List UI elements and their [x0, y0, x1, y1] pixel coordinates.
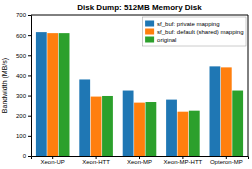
tick-label: Xeon-MP	[127, 159, 152, 165]
bar	[232, 91, 243, 156]
bar	[123, 91, 134, 156]
plot: 0100200300400500600700Xeon-UPXeon-HTTXeo…	[16, 12, 249, 165]
legend-swatch	[145, 29, 154, 35]
legend-item: sf_buf: default (shared) mapping	[145, 29, 243, 35]
bar	[189, 111, 200, 156]
legend-item: original	[145, 37, 176, 43]
frame-line	[248, 15, 249, 156]
tick-mark	[28, 35, 31, 36]
chart: 0100200300400500600700Xeon-UPXeon-HTTXeo…	[0, 0, 252, 169]
tick: 200	[16, 113, 31, 119]
tick-mark	[28, 55, 31, 56]
tick: Xeon-HTT	[82, 156, 110, 165]
bar	[79, 79, 90, 156]
tick: 500	[16, 53, 31, 59]
tick-label: Xeon-HTT	[82, 159, 110, 165]
axis-line	[28, 16, 32, 157]
tick-label: 400	[16, 73, 27, 79]
tick-label: Opteron-MP	[210, 159, 243, 165]
bar	[134, 103, 145, 156]
tick-label: 100	[16, 133, 27, 139]
legend-swatch	[145, 21, 154, 27]
tick-mark	[28, 96, 31, 97]
tick: 300	[16, 93, 31, 99]
bar	[47, 33, 58, 156]
axis-title: Bandwidth (MB/s)	[1, 58, 9, 113]
tick: Opteron-MP	[210, 156, 243, 165]
tick-mark	[28, 75, 31, 76]
title: Disk Dump: 512MB Memory Disk	[77, 3, 202, 12]
tick: Xeon-MP-HTT	[164, 156, 203, 165]
legend-label: original	[157, 37, 176, 43]
series	[36, 32, 220, 156]
tick: 400	[16, 73, 31, 79]
bar	[91, 97, 102, 156]
bar	[221, 67, 232, 156]
legend-swatch	[145, 37, 154, 43]
legend: sf_buf: private mapping sf_buf: default (…	[143, 17, 246, 46]
tick-mark	[28, 136, 31, 137]
bar	[210, 66, 221, 156]
legend-label: sf_buf: default (shared) mapping	[157, 29, 243, 35]
tick-mark	[28, 156, 31, 157]
tick-label: 600	[16, 33, 27, 39]
bar	[145, 102, 156, 156]
tick-label: 300	[16, 93, 27, 99]
x-axis: Xeon-UP Xeon-HTT Xeon-MP Xeon-MP-HTT Opteron…	[32, 156, 249, 165]
tick: Xeon-UP	[41, 156, 65, 165]
tick-label: Xeon-UP	[41, 159, 65, 165]
bar	[36, 32, 47, 156]
legend-frame	[143, 17, 246, 46]
bar	[59, 33, 70, 156]
tick-label: 500	[16, 53, 27, 59]
tick-mark	[28, 15, 31, 16]
frame-line	[31, 15, 248, 16]
tick: 0	[23, 153, 31, 159]
tick-label: 200	[16, 113, 27, 119]
tick-mark	[28, 116, 31, 117]
tick: Xeon-MP	[127, 156, 152, 165]
tick-label: 700	[16, 12, 27, 18]
series	[47, 33, 231, 156]
tick: 100	[16, 133, 31, 139]
tick: 600	[16, 33, 31, 39]
bar	[102, 96, 113, 156]
bars	[36, 32, 243, 156]
bar	[177, 112, 188, 156]
legend-item: sf_buf: private mapping	[145, 21, 219, 27]
tick: 700	[16, 12, 31, 18]
tick-label: 0	[23, 153, 27, 159]
bar	[166, 100, 177, 156]
tick-label: Xeon-MP-HTT	[164, 159, 203, 165]
series	[59, 33, 243, 156]
y-axis: 0 100 200 300 400 500 600 700	[16, 12, 32, 159]
legend-label: sf_buf: private mapping	[157, 21, 219, 27]
